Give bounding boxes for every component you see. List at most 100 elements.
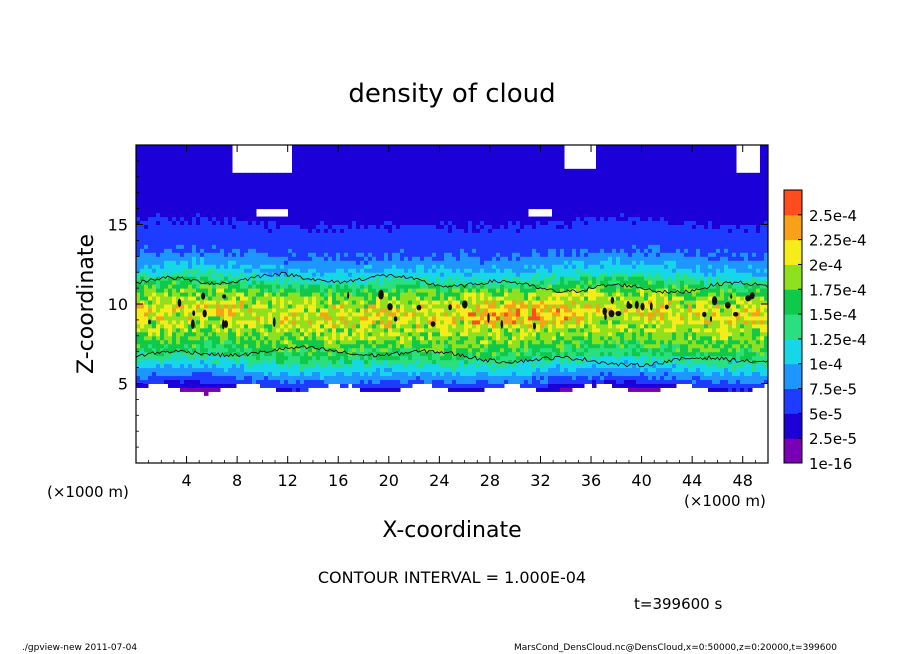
field-cell xyxy=(628,300,633,305)
field-cell xyxy=(568,311,573,317)
field-cell xyxy=(216,304,221,309)
field-cell xyxy=(364,347,369,353)
field-cell xyxy=(396,311,401,317)
field-cell xyxy=(668,311,673,317)
field-cell xyxy=(720,307,725,313)
field-cell xyxy=(144,331,149,337)
field-cell xyxy=(152,315,157,321)
field-cell xyxy=(372,292,377,297)
field-cell xyxy=(296,272,301,277)
field-cell xyxy=(536,323,541,329)
field-cell xyxy=(712,363,717,369)
field-cell xyxy=(576,331,581,337)
field-cell xyxy=(236,371,241,377)
field-cell xyxy=(600,367,605,373)
field-cell xyxy=(692,292,697,297)
field-cell xyxy=(732,304,737,309)
field-cell xyxy=(280,264,285,269)
field-cell xyxy=(532,300,537,305)
field-cell xyxy=(628,359,633,365)
field-cell xyxy=(664,296,669,301)
field-cell xyxy=(648,296,653,301)
field-cell xyxy=(200,335,205,341)
field-cell xyxy=(356,276,361,281)
field-cell xyxy=(208,323,213,329)
field-cell xyxy=(384,276,389,281)
field-cell xyxy=(540,343,545,349)
field-cell xyxy=(704,304,709,309)
field-cell xyxy=(320,264,325,269)
field-cell xyxy=(192,327,197,333)
field-cell xyxy=(244,268,249,273)
field-cell xyxy=(484,347,489,353)
field-cell xyxy=(420,280,425,285)
field-cell xyxy=(412,347,417,353)
field-cell xyxy=(392,339,397,345)
field-cell xyxy=(448,276,453,281)
field-cell xyxy=(236,268,241,273)
field-cell xyxy=(344,335,349,341)
field-cell xyxy=(340,355,345,361)
field-cell xyxy=(568,319,573,325)
field-cell xyxy=(160,359,165,365)
field-cell xyxy=(464,296,469,301)
field-cell xyxy=(192,343,197,349)
field-cell xyxy=(464,359,469,365)
field-cell xyxy=(304,363,309,369)
field-cell xyxy=(536,359,541,365)
field-cell xyxy=(292,280,297,285)
field-cell xyxy=(576,304,581,309)
field-cell xyxy=(296,292,301,297)
field-cell xyxy=(440,351,445,357)
field-cell xyxy=(408,327,413,333)
field-cell xyxy=(168,280,173,285)
field-cell xyxy=(304,304,309,309)
field-cell xyxy=(276,335,281,341)
field-cell xyxy=(184,264,189,269)
field-cell xyxy=(380,264,385,269)
field-cell xyxy=(568,307,573,313)
field-cell xyxy=(720,311,725,317)
field-cell xyxy=(232,339,237,345)
field-cell xyxy=(704,335,709,341)
field-cell xyxy=(332,276,337,281)
field-cell xyxy=(192,339,197,345)
field-cell xyxy=(460,387,465,392)
field-cell xyxy=(616,304,621,309)
field-cell xyxy=(344,379,349,384)
field-cell xyxy=(288,359,293,365)
field-cell xyxy=(668,347,673,353)
field-cell xyxy=(384,292,389,297)
field-cell xyxy=(360,383,365,388)
field-cell xyxy=(656,347,661,353)
field-cell xyxy=(272,335,277,341)
field-cell xyxy=(412,272,417,277)
field-cell xyxy=(360,304,365,309)
field-cell xyxy=(460,331,465,337)
field-cell xyxy=(152,268,157,273)
field-cell xyxy=(720,315,725,321)
field-cell xyxy=(220,304,225,309)
field-cell xyxy=(564,292,569,297)
field-cell xyxy=(516,375,521,381)
field-cell xyxy=(680,300,685,305)
field-cell xyxy=(232,331,237,337)
field-cell xyxy=(236,379,241,384)
field-cell xyxy=(368,319,373,325)
field-cell xyxy=(436,335,441,341)
field-cell xyxy=(324,351,329,357)
field-cell xyxy=(400,311,405,317)
field-cell xyxy=(476,268,481,273)
field-cell xyxy=(440,304,445,309)
field-cell xyxy=(544,383,549,388)
field-cell xyxy=(644,284,649,289)
field-cell xyxy=(476,304,481,309)
field-cell xyxy=(756,296,761,301)
field-cell xyxy=(352,300,357,305)
field-cell xyxy=(628,288,633,293)
field-cell xyxy=(632,351,637,357)
field-cell xyxy=(744,371,749,377)
field-cell xyxy=(700,304,705,309)
field-cell xyxy=(360,355,365,361)
field-cell xyxy=(472,359,477,365)
